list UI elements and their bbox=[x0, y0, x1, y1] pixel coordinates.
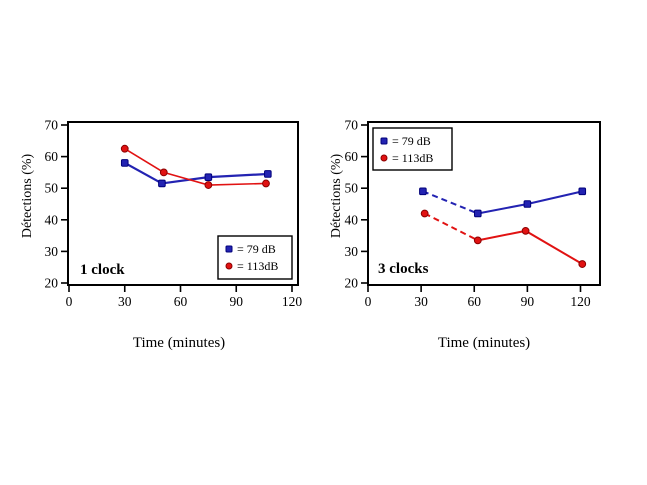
legend-marker bbox=[380, 154, 388, 162]
x-axis-tick-label: 0 bbox=[66, 294, 73, 309]
y-axis-title: Détections (%) bbox=[329, 153, 344, 238]
data-point bbox=[578, 260, 587, 268]
data-point bbox=[420, 209, 429, 218]
series-segment bbox=[124, 148, 165, 174]
series-line bbox=[161, 172, 268, 185]
data-point bbox=[473, 236, 482, 245]
series-segment bbox=[124, 161, 163, 185]
y-axis-tick-label: 20 bbox=[45, 276, 59, 291]
legend-marker bbox=[380, 137, 388, 145]
data-point bbox=[264, 170, 272, 178]
series-segment bbox=[422, 190, 479, 215]
x-axis-tick-label: 120 bbox=[282, 294, 303, 309]
legend-marker bbox=[225, 245, 233, 253]
y-axis-tick-label: 70 bbox=[345, 118, 359, 133]
data-point bbox=[158, 179, 166, 188]
series-line bbox=[477, 229, 583, 265]
data-point bbox=[523, 200, 532, 208]
y-axis-tick-label: 40 bbox=[345, 212, 359, 227]
plot-frame bbox=[67, 121, 299, 286]
data-point bbox=[120, 159, 129, 167]
x-axis-tick-label: 0 bbox=[365, 294, 372, 309]
chart-3-clocks: 70 60 50 40 30 20 0 30 60 90 120 Détections (%) Time… bbox=[318, 108, 630, 358]
data-point bbox=[204, 181, 213, 189]
y-axis-title: Détections (%) bbox=[20, 153, 35, 238]
data-point bbox=[120, 144, 129, 153]
chart-3-clocks-svg: 70 60 50 40 30 20 0 30 60 90 120 Détections (%) Time… bbox=[329, 118, 601, 351]
y-axis-tick-label: 60 bbox=[45, 149, 59, 164]
y-axis-tick-label: 30 bbox=[345, 244, 359, 259]
chart-1-clock-svg: 70 60 50 40 30 20 0 30 60 90 120 Détections (%) Time… bbox=[20, 118, 303, 352]
x-axis-title: Time (minutes) bbox=[133, 335, 225, 351]
x-axis-tick-label: 60 bbox=[174, 294, 188, 309]
legend-box bbox=[372, 127, 453, 171]
legend-label: = 113dB bbox=[392, 151, 433, 165]
x-axis-tick-label: 90 bbox=[229, 294, 243, 309]
x-axis-tick-label: 90 bbox=[521, 294, 535, 309]
data-point bbox=[204, 173, 213, 181]
chart-1-clock: 70 60 50 40 30 20 0 30 60 90 120 Détections (%) Time… bbox=[20, 108, 320, 358]
x-axis-tick-label: 60 bbox=[467, 294, 481, 309]
plot-frame bbox=[367, 121, 601, 286]
y-axis-tick-label: 30 bbox=[45, 244, 59, 259]
x-axis-tick-label: 30 bbox=[414, 294, 428, 309]
clock-count-label: 3 clocks bbox=[378, 261, 429, 277]
series-segment bbox=[424, 212, 479, 242]
x-axis-tick-label: 30 bbox=[118, 294, 132, 309]
data-point bbox=[473, 209, 482, 218]
clock-count-label: 1 clock bbox=[80, 262, 125, 278]
legend-label: = 79 dB bbox=[392, 134, 431, 148]
data-point bbox=[262, 179, 270, 188]
y-axis-tick-label: 60 bbox=[345, 149, 359, 164]
x-axis-tick-label: 120 bbox=[570, 294, 591, 309]
y-axis-tick-label: 50 bbox=[45, 181, 59, 196]
y-axis-tick-label: 70 bbox=[45, 118, 59, 133]
legend-box bbox=[217, 235, 293, 280]
data-point bbox=[521, 226, 530, 235]
y-axis-tick-label: 40 bbox=[45, 212, 59, 227]
legend-label: = 113dB bbox=[237, 259, 278, 273]
data-point bbox=[419, 187, 427, 196]
data-point bbox=[159, 168, 168, 177]
legend-marker bbox=[225, 262, 233, 270]
x-axis-title: Time (minutes) bbox=[438, 335, 530, 351]
y-axis-tick-label: 20 bbox=[345, 276, 359, 291]
data-point bbox=[578, 187, 587, 196]
legend-label: = 79 dB bbox=[237, 242, 276, 256]
y-axis-tick-label: 50 bbox=[345, 181, 359, 196]
